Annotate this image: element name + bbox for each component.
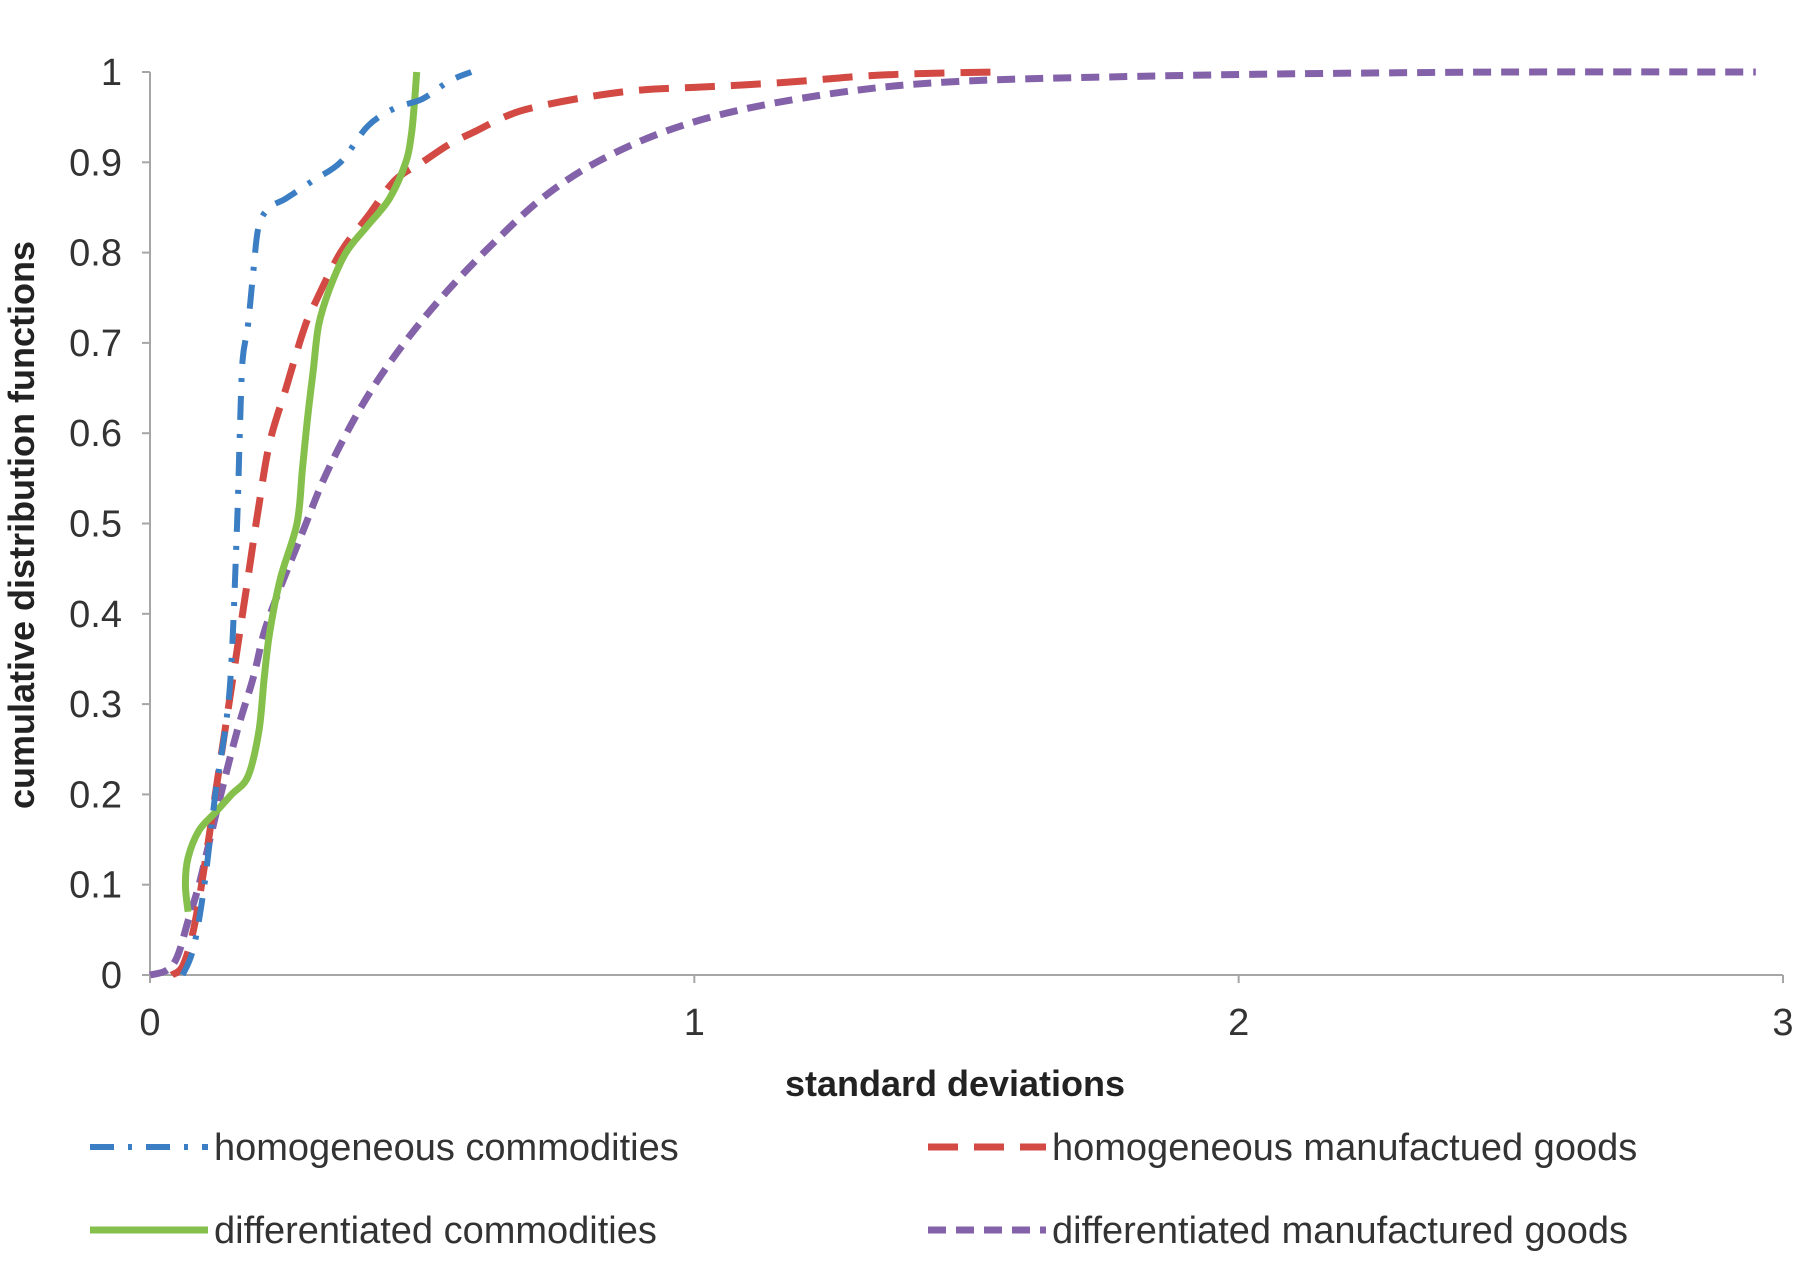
x-tick-label: 0	[139, 1002, 160, 1044]
y-tick-label: 0.4	[69, 594, 122, 636]
series-line-differentiated-manufactured-goods	[149, 68, 1756, 979]
series-lines	[149, 68, 1756, 979]
x-tick-label: 1	[684, 1002, 705, 1044]
y-tick-label: 0.1	[69, 865, 122, 907]
legend-label: differentiated commodities	[214, 1210, 657, 1252]
series-line-differentiated-commodities	[181, 71, 421, 913]
y-tick-label: 0.2	[69, 774, 122, 816]
y-tick-label: 0.8	[69, 233, 122, 275]
legend: homogeneous commodities homogeneous manuf…	[90, 1127, 1637, 1252]
y-tick-label: 0.5	[69, 504, 122, 546]
y-tick-marks	[142, 71, 150, 976]
legend-label: homogeneous commodities	[214, 1127, 679, 1169]
y-tick-labels: 0 0.1 0.2 0.3 0.4 0.5 0.6 0.7 0.8 0.9 1	[69, 52, 122, 997]
x-tick-label: 3	[1772, 1002, 1793, 1044]
series-line-homogeneous-commodities	[179, 69, 473, 977]
x-axis-title: standard deviations	[785, 1063, 1125, 1104]
y-tick-label: 0.6	[69, 413, 122, 455]
legend-label: differentiated manufactured goods	[1052, 1210, 1628, 1252]
x-tick-label: 2	[1228, 1002, 1249, 1044]
x-tick-marks	[149, 975, 1784, 983]
y-tick-label: 0.7	[69, 323, 122, 365]
x-tick-labels: 0 1 2 3	[139, 1002, 1793, 1044]
y-tick-label: 0.3	[69, 684, 122, 726]
legend-label: homogeneous manufactued goods	[1052, 1127, 1637, 1169]
y-tick-label: 0	[101, 955, 122, 997]
y-tick-label: 0.9	[69, 142, 122, 184]
y-tick-label: 1	[101, 52, 122, 94]
y-axis-title: cumulative distribution functions	[1, 241, 42, 809]
axes: 0 1 2 3 0 0.1 0.2 0.3 0.4 0.5 0.6 0.7 0.8 0.9 1	[69, 52, 1793, 1044]
